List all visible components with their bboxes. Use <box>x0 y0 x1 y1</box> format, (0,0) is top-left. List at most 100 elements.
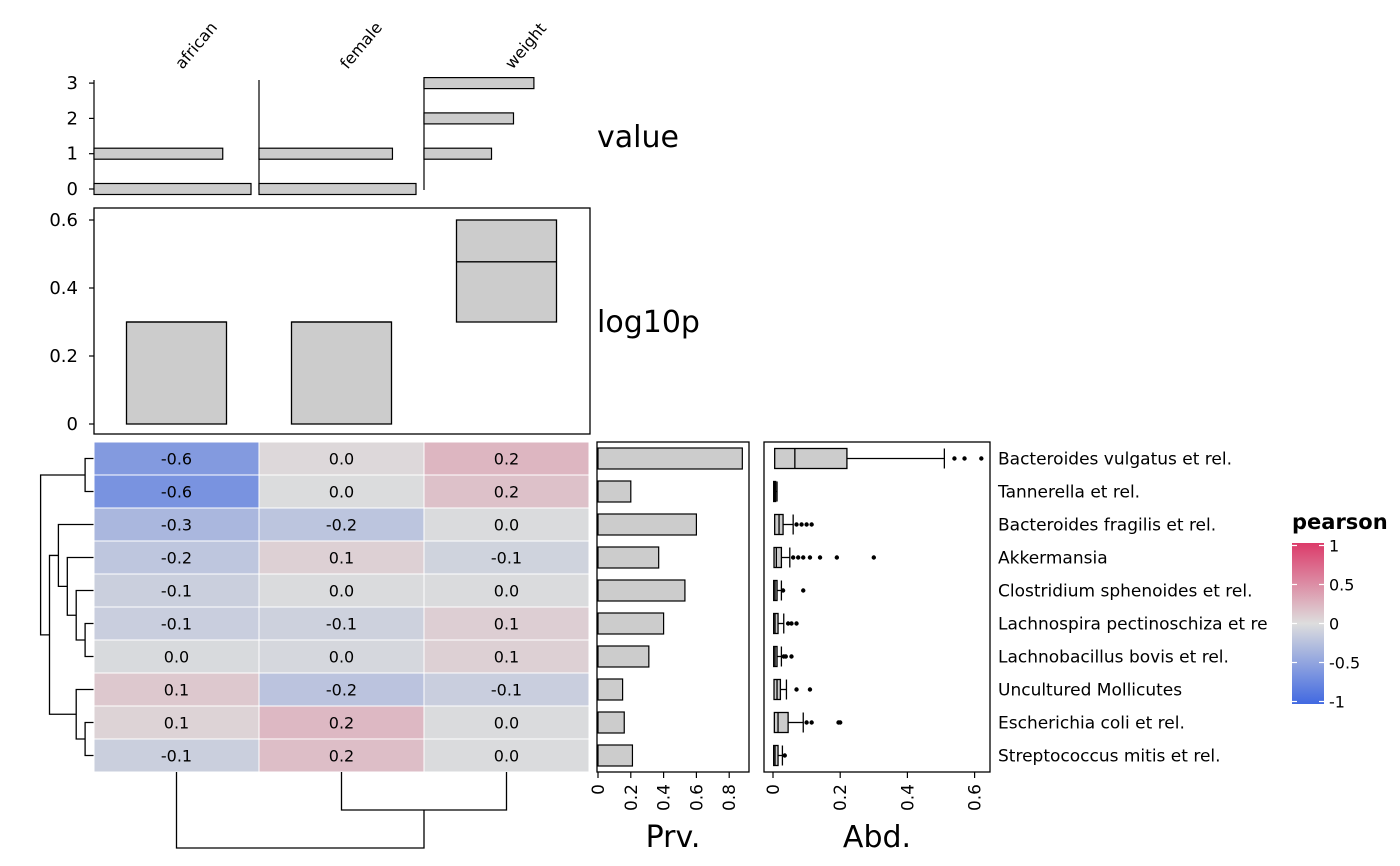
log10p-panel-label: log10p <box>597 305 700 340</box>
abundance-outlier <box>804 522 809 527</box>
heatmap-cell <box>258 573 425 608</box>
abundance-box <box>774 447 848 470</box>
legend-tick-label: 0.5 <box>1329 576 1354 595</box>
abundance-outlier <box>794 687 799 692</box>
value-panel-label: value <box>597 120 679 155</box>
log10p-axis-tick-label: 0.4 <box>49 278 78 299</box>
heatmap-cell-label: -0.1 <box>161 615 192 634</box>
dendrogram-branch <box>84 721 94 757</box>
prevalence-bar <box>597 645 650 668</box>
column-dendrogram <box>175 772 508 849</box>
prevalence-bar <box>597 744 634 767</box>
row-label: Streptococcus mitis et rel. <box>998 747 1221 767</box>
heatmap-cell <box>423 573 590 608</box>
legend-tick-label: -0.5 <box>1329 654 1360 673</box>
abundance-outlier <box>801 588 806 593</box>
abundance-axis-tick-label: 0 <box>764 784 784 795</box>
prevalence-axis-tick-label: 0.4 <box>655 784 675 811</box>
heatmap-cell-label: 0.1 <box>164 714 189 733</box>
abundance-outlier <box>838 720 843 725</box>
abundance-outlier <box>809 522 814 527</box>
heatmap-cell <box>93 573 260 608</box>
abundance-outlier <box>871 555 876 560</box>
row-label: Escherichia coli et rel. <box>998 714 1185 734</box>
heatmap-cell <box>423 705 590 740</box>
abundance-outlier <box>794 522 799 527</box>
abundance-panel: 0 0.2 0.4 0.6 <box>763 441 991 811</box>
dendrogram-branch <box>48 554 77 715</box>
value-axis-tick-label: 2 <box>67 108 78 129</box>
row-dendrogram <box>39 457 94 757</box>
abundance-outlier <box>796 555 801 560</box>
prevalence-frame <box>596 441 750 773</box>
log10p-box <box>125 321 228 425</box>
abundance-outlier <box>782 753 787 758</box>
log10p-axis-tick-label: 0.2 <box>49 346 78 367</box>
heatmap-cell-label: -0.1 <box>326 615 357 634</box>
heatmap-cell-label: -0.6 <box>161 450 192 469</box>
abundance-box <box>773 546 783 569</box>
prevalence-axis-tick-label: 0.6 <box>687 784 707 811</box>
heatmap-cell-label: -0.1 <box>161 747 192 766</box>
heatmap-cell-label: -0.2 <box>326 516 357 535</box>
heatmap-cell-label: 0.2 <box>329 714 354 733</box>
prevalence-bar <box>597 513 698 536</box>
prevalence-bar <box>597 546 660 569</box>
heatmap-cell-label: -0.1 <box>491 549 522 568</box>
heatmap-cell-label: -0.6 <box>161 483 192 502</box>
value-axis-tick-label: 0 <box>67 179 78 200</box>
heatmap-cell <box>258 507 425 542</box>
abundance-outlier <box>834 555 840 560</box>
heatmap-cell <box>423 639 590 674</box>
heatmap-cell <box>258 606 425 641</box>
prevalence-bar <box>597 678 624 701</box>
heatmap-cell-label: 0.1 <box>494 648 519 667</box>
dendrogram-branch <box>84 457 94 493</box>
prevalence-bar <box>597 711 625 734</box>
heatmap-cell-label: 0.2 <box>329 747 354 766</box>
abundance-outlier <box>809 720 814 725</box>
abundance-outlier <box>790 555 796 560</box>
heatmap-cell-label: -0.3 <box>161 516 192 535</box>
row-label: Akkermansia <box>998 549 1108 569</box>
abundance-axis-tick-label: 0.6 <box>966 784 986 811</box>
abundance-box <box>773 744 779 767</box>
value-bar <box>258 147 394 160</box>
heatmap-cell-label: 0.0 <box>329 582 354 601</box>
row-label: Bacteroides vulgatus et rel. <box>998 450 1232 470</box>
prevalence-axis-tick-label: 0 <box>589 784 609 795</box>
abundance-outlier <box>807 687 813 692</box>
dendrogram-branch <box>39 474 86 636</box>
heatmap-cell-label: -0.2 <box>326 681 357 700</box>
heatmap-cell-label: 0.1 <box>164 681 189 700</box>
value-bar <box>423 76 535 90</box>
heatmap-cell-label: -0.1 <box>161 582 192 601</box>
heatmap-cell <box>423 474 590 509</box>
value-bar <box>93 147 224 160</box>
heatmap-cell <box>423 540 590 575</box>
prevalence-axis-tick-label: 0.8 <box>720 784 740 811</box>
pearson-legend: pearson 1 0.5 0 -0.5 -1 <box>1292 510 1388 712</box>
prevalence-axis-label: Prv. <box>646 820 701 855</box>
row-label: Lachnobacillus bovis et rel. <box>998 648 1229 668</box>
abundance-frame <box>763 441 991 773</box>
legend-tick-label: 0 <box>1329 615 1339 634</box>
dendrogram-branch <box>175 772 425 849</box>
heatmap-cell <box>93 474 260 509</box>
value-bar <box>423 112 515 125</box>
abundance-outlier <box>807 555 813 560</box>
abundance-box <box>773 711 789 734</box>
abundance-outlier <box>979 456 984 461</box>
prevalence-bar <box>597 579 686 602</box>
value-bar <box>93 182 252 196</box>
column-label: weight <box>501 19 550 73</box>
abundance-outlier <box>962 456 967 461</box>
abundance-outlier <box>817 555 823 560</box>
heatmap-cell <box>258 441 425 476</box>
heatmap-cell-label: 0.0 <box>329 450 354 469</box>
abundance-axis-tick-label: 0.4 <box>898 784 918 811</box>
legend-title: pearson <box>1292 510 1388 534</box>
heatmap-cell <box>93 540 260 575</box>
heatmap-cell-label: 0.2 <box>494 483 519 502</box>
column-label: african <box>171 18 221 73</box>
